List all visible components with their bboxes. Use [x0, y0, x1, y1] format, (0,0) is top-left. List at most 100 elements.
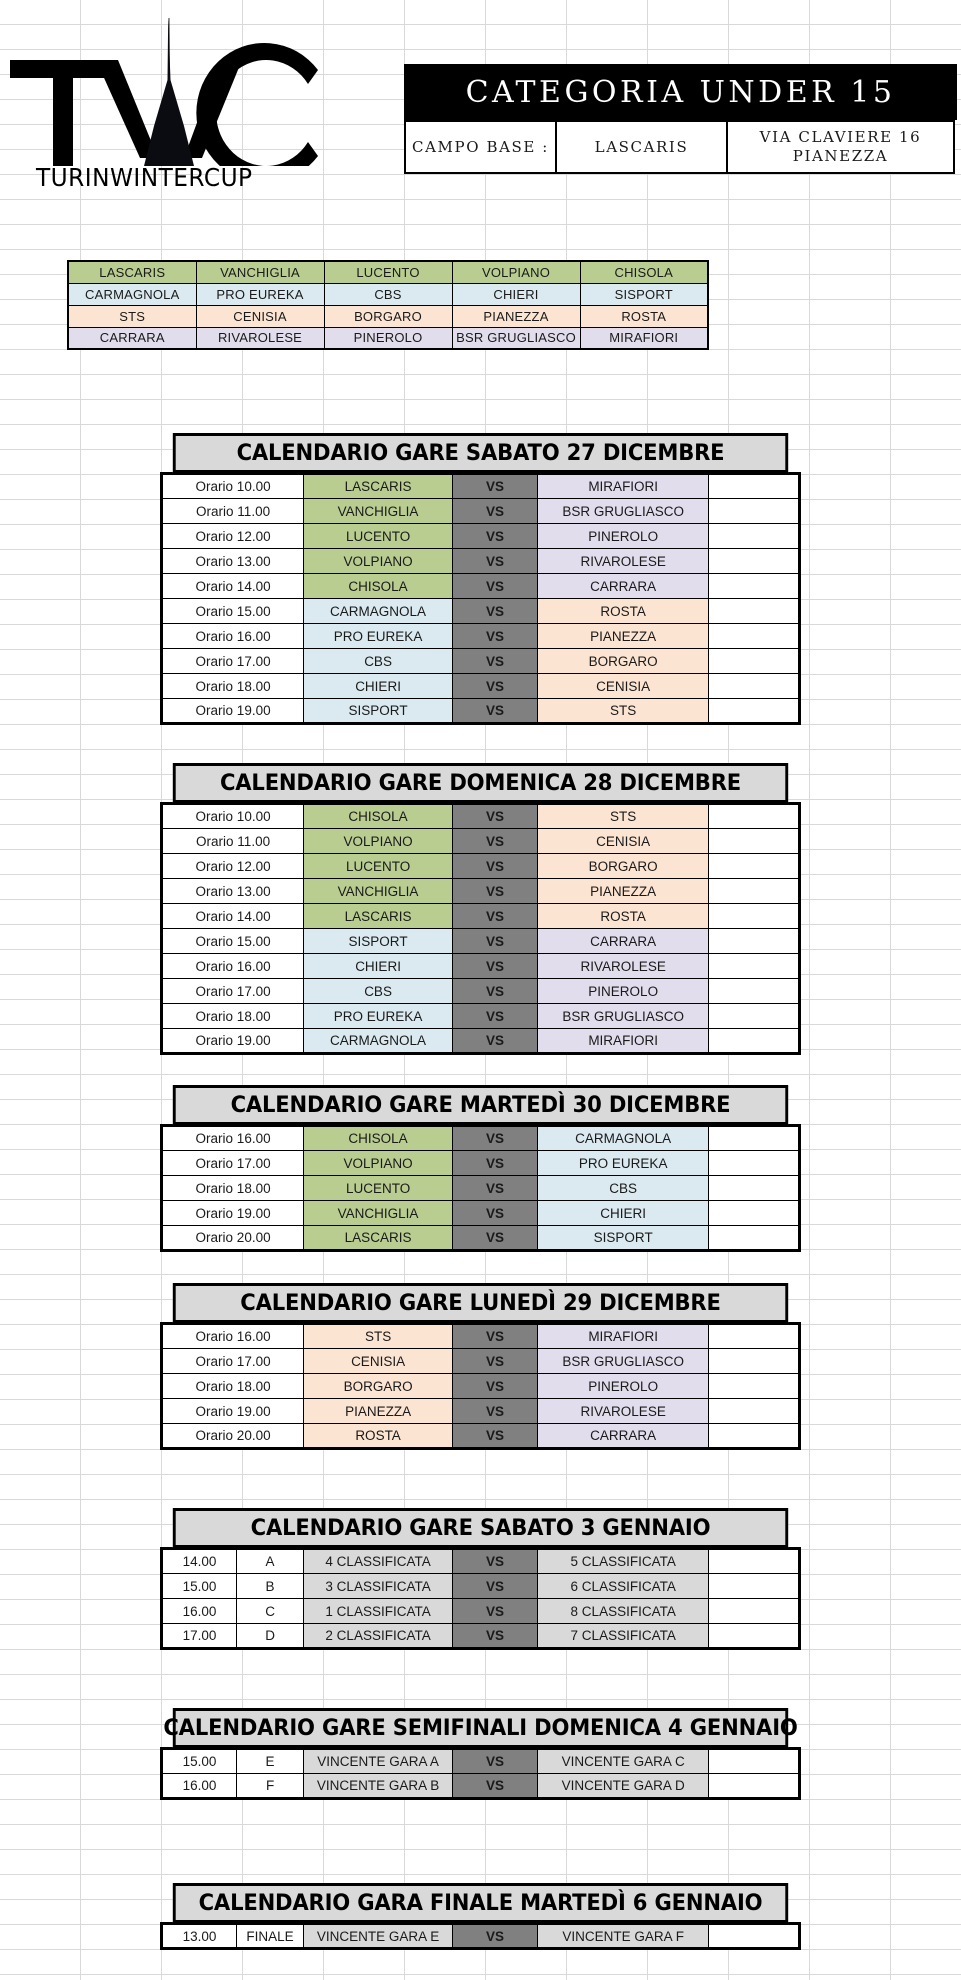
score-cell	[708, 903, 800, 929]
score-cell	[708, 803, 800, 829]
match-row: Orario 15.00 SISPORT VS CARRARA	[160, 928, 800, 954]
score-cell	[708, 1323, 800, 1349]
home-team-cell: CHIERI	[303, 673, 453, 699]
match-row: Orario 12.00 LUCENTO VS BORGARO	[160, 853, 800, 879]
match-row: 16.00 F VINCENTE GARA B VS VINCENTE GARA D	[161, 1773, 800, 1799]
home-team-cell: CENISIA	[303, 1348, 453, 1374]
away-team-cell: BSR GRUGLIASCO	[537, 1348, 710, 1374]
match-row: Orario 16.00 STS VS MIRAFIORI	[160, 1323, 800, 1349]
away-team-cell: CBS	[537, 1175, 710, 1201]
versus-cell: VS	[451, 1773, 539, 1799]
pool-team-cell: CBS	[323, 282, 453, 306]
base-camp-value: LASCARIS	[555, 120, 728, 174]
home-team-cell: 2 CLASSIFICATA	[303, 1623, 453, 1649]
score-cell	[708, 548, 800, 574]
away-team-cell: PINEROLO	[537, 523, 710, 549]
score-cell	[708, 1150, 800, 1176]
match-row: Orario 19.00 CARMAGNOLA VS MIRAFIORI	[160, 1028, 800, 1054]
match-row: Orario 19.00 VANCHIGLIA VS CHIERI	[160, 1200, 800, 1226]
away-team-cell: PINEROLO	[537, 978, 710, 1004]
match-row: Orario 18.00 LUCENTO VS CBS	[160, 1175, 800, 1201]
versus-cell: VS	[451, 1373, 539, 1399]
match-time-cell: Orario 10.00	[160, 803, 305, 829]
versus-cell: VS	[451, 928, 539, 954]
match-time-cell: Orario 19.00	[160, 1398, 305, 1424]
away-team-cell: PIANEZZA	[537, 623, 710, 649]
match-row: Orario 10.00 LASCARIS VS MIRAFIORI	[160, 473, 800, 499]
address-line-1: VIA CLAVIERE 16	[759, 128, 922, 147]
home-team-cell: 3 CLASSIFICATA	[303, 1573, 453, 1599]
away-team-cell: MIRAFIORI	[537, 473, 710, 499]
pool-team-cell: LUCENTO	[323, 260, 453, 284]
versus-cell: VS	[451, 978, 539, 1004]
versus-cell: VS	[451, 1125, 539, 1151]
score-cell	[708, 1225, 800, 1251]
score-cell	[708, 648, 800, 674]
home-team-cell: LUCENTO	[303, 523, 453, 549]
match-code-cell: E	[235, 1748, 305, 1774]
away-team-cell: CARMAGNOLA	[537, 1125, 710, 1151]
pool-team-cell: CHISOLA	[579, 260, 709, 284]
versus-cell: VS	[451, 853, 539, 879]
versus-cell: VS	[451, 803, 539, 829]
versus-cell: VS	[451, 1200, 539, 1226]
match-time-cell: Orario 19.00	[160, 1200, 305, 1226]
match-time-cell: 17.00	[161, 1623, 237, 1649]
match-time-cell: 15.00	[161, 1573, 237, 1599]
versus-cell: VS	[451, 1573, 539, 1599]
match-row: Orario 16.00 CHIERI VS RIVAROLESE	[160, 953, 800, 979]
home-team-cell: SISPORT	[303, 928, 453, 954]
away-team-cell: RIVAROLESE	[537, 548, 710, 574]
match-row: Orario 14.00 CHISOLA VS CARRARA	[160, 573, 800, 599]
pool-team-cell: SISPORT	[579, 282, 709, 306]
away-team-cell: CARRARA	[537, 573, 710, 599]
away-team-cell: BORGARO	[537, 853, 710, 879]
home-team-cell: CARMAGNOLA	[303, 598, 453, 624]
calendar-block: CALENDARIO GARE SABATO 27 DICEMBRE Orario…	[160, 433, 801, 725]
pool-team-cell: BORGARO	[323, 304, 453, 328]
match-code-cell: B	[235, 1573, 305, 1599]
match-row: Orario 18.00 CHIERI VS CENISIA	[160, 673, 800, 699]
match-time-cell: Orario 11.00	[160, 498, 305, 524]
home-team-cell: VINCENTE GARA E	[303, 1923, 453, 1949]
away-team-cell: CARRARA	[537, 928, 710, 954]
away-team-cell: STS	[537, 698, 710, 724]
match-time-cell: Orario 11.00	[160, 828, 305, 854]
score-cell	[708, 1028, 800, 1054]
pool-team-cell: RIVAROLESE	[195, 326, 325, 350]
base-camp-label: CAMPO BASE :	[404, 120, 557, 174]
away-team-cell: 5 CLASSIFICATA	[537, 1548, 710, 1574]
calendar-table: Orario 16.00 STS VS MIRAFIORI Orario 17.00 CE…	[160, 1322, 801, 1450]
twc-logo-mark	[10, 18, 318, 166]
away-team-cell: RIVAROLESE	[537, 1398, 710, 1424]
match-time-cell: Orario 18.00	[160, 1373, 305, 1399]
match-row: Orario 16.00 PRO EUREKA VS PIANEZZA	[160, 623, 800, 649]
match-time-cell: Orario 17.00	[160, 1348, 305, 1374]
match-row: Orario 19.00 PIANEZZA VS RIVAROLESE	[160, 1398, 800, 1424]
calendar-table: 14.00 A 4 CLASSIFICATA VS 5 CLASSIFICATA 15.0…	[160, 1547, 801, 1650]
versus-cell: VS	[451, 1923, 539, 1949]
versus-cell: VS	[451, 648, 539, 674]
match-time-cell: Orario 12.00	[160, 853, 305, 879]
calendar-block-title: CALENDARIO GARE SABATO 3 GENNAIO	[172, 1508, 789, 1548]
match-code-cell: D	[235, 1623, 305, 1649]
calendar-table: Orario 10.00 LASCARIS VS MIRAFIORI Orario 11…	[160, 472, 801, 725]
score-cell	[708, 1423, 800, 1449]
pool-team-cell: BSR GRUGLIASCO	[451, 326, 581, 350]
away-team-cell: 8 CLASSIFICATA	[537, 1598, 710, 1624]
score-cell	[708, 853, 800, 879]
home-team-cell: CBS	[303, 978, 453, 1004]
versus-cell: VS	[451, 1748, 539, 1774]
versus-cell: VS	[451, 698, 539, 724]
home-team-cell: VOLPIANO	[303, 828, 453, 854]
match-time-cell: 13.00	[161, 1923, 237, 1949]
pool-team-cell: CHIERI	[451, 282, 581, 306]
match-time-cell: 16.00	[161, 1598, 237, 1624]
match-row: 14.00 A 4 CLASSIFICATA VS 5 CLASSIFICATA	[161, 1548, 800, 1574]
score-cell	[708, 1773, 800, 1799]
away-team-cell: CENISIA	[537, 673, 710, 699]
pool-row: CARRARA RIVAROLESE PINEROLO BSR GRUGLIASCO M…	[67, 326, 709, 350]
score-cell	[708, 1923, 800, 1949]
home-team-cell: CARMAGNOLA	[303, 1028, 453, 1054]
home-team-cell: LUCENTO	[303, 853, 453, 879]
